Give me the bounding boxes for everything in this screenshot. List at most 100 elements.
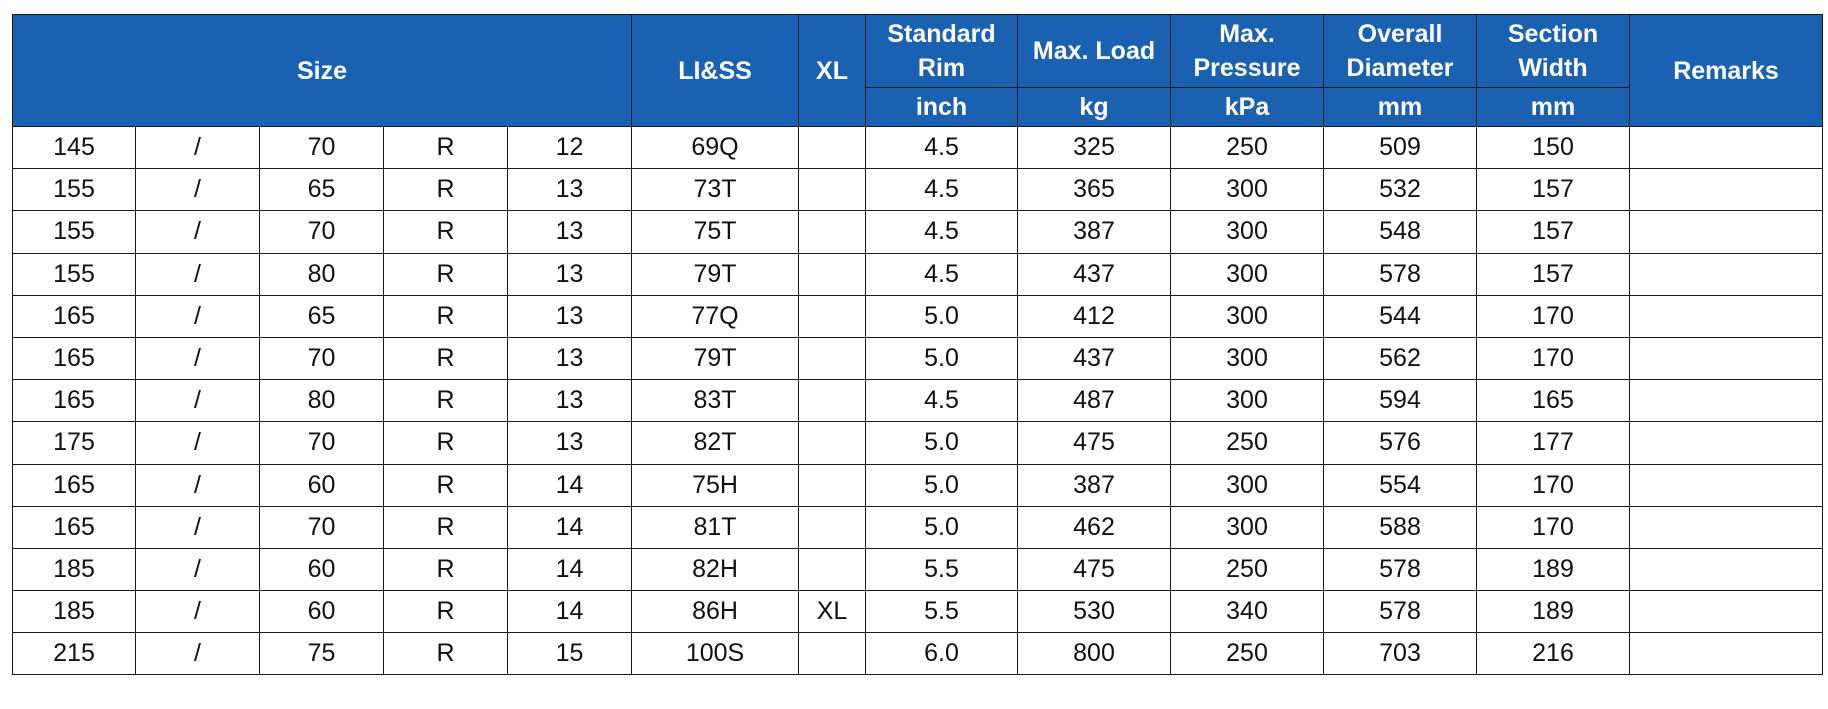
table-header: Size LI&SS XL Standard Rim Max. Load Max… bbox=[11, 14, 1824, 128]
table-row: 165 / 70 R 13 79T 5.0 437 300 562 170 bbox=[12, 336, 1824, 381]
cell-overall-diameter: 578 bbox=[1323, 547, 1478, 592]
cell-max-pressure: 300 bbox=[1170, 168, 1325, 212]
cell-xl bbox=[798, 463, 867, 507]
cell-construction: R bbox=[383, 632, 508, 676]
cell-standard-rim: 4.5 bbox=[865, 125, 1019, 170]
cell-overall-diameter: 532 bbox=[1323, 168, 1478, 212]
cell-construction: R bbox=[383, 252, 508, 296]
cell-max-load: 487 bbox=[1017, 379, 1172, 423]
header-remarks: Remarks bbox=[1629, 14, 1824, 127]
cell-section-width: 157 bbox=[1476, 168, 1631, 212]
cell-construction: R bbox=[383, 505, 508, 549]
cell-overall-diameter: 703 bbox=[1323, 632, 1478, 676]
cell-remarks bbox=[1629, 252, 1824, 296]
cell-xl bbox=[798, 294, 867, 338]
cell-overall-diameter: 578 bbox=[1323, 590, 1478, 634]
cell-max-load: 365 bbox=[1017, 168, 1172, 212]
cell-construction: R bbox=[383, 590, 508, 634]
cell-construction: R bbox=[383, 463, 508, 507]
cell-construction: R bbox=[383, 168, 508, 212]
cell-construction: R bbox=[383, 421, 508, 465]
cell-remarks bbox=[1629, 421, 1824, 465]
cell-width: 165 bbox=[12, 505, 136, 549]
cell-rim-diameter: 13 bbox=[506, 168, 633, 212]
cell-li-ss: 100S bbox=[631, 632, 800, 676]
cell-section-width: 165 bbox=[1476, 379, 1631, 423]
cell-aspect-ratio: 70 bbox=[259, 421, 384, 465]
cell-aspect-ratio: 65 bbox=[259, 168, 384, 212]
header-max-pressure: Max. Pressure bbox=[1170, 14, 1325, 88]
cell-max-load: 387 bbox=[1017, 210, 1172, 254]
cell-standard-rim: 5.0 bbox=[865, 505, 1019, 549]
cell-separator: / bbox=[135, 421, 260, 465]
cell-rim-diameter: 14 bbox=[506, 547, 633, 592]
cell-max-load: 530 bbox=[1017, 590, 1172, 634]
cell-rim-diameter: 14 bbox=[506, 590, 633, 634]
table-row: 215 / 75 R 15 100S 6.0 800 250 703 216 bbox=[12, 632, 1824, 676]
cell-section-width: 177 bbox=[1476, 421, 1631, 465]
cell-max-pressure: 300 bbox=[1170, 379, 1325, 423]
cell-aspect-ratio: 70 bbox=[259, 125, 384, 170]
cell-xl bbox=[798, 168, 867, 212]
cell-max-load: 475 bbox=[1017, 547, 1172, 592]
cell-separator: / bbox=[135, 294, 260, 338]
cell-max-pressure: 300 bbox=[1170, 336, 1325, 381]
cell-width: 185 bbox=[12, 590, 136, 634]
cell-max-load: 462 bbox=[1017, 505, 1172, 549]
cell-standard-rim: 5.0 bbox=[865, 463, 1019, 507]
cell-separator: / bbox=[135, 252, 260, 296]
cell-max-pressure: 250 bbox=[1170, 632, 1325, 676]
cell-max-load: 437 bbox=[1017, 336, 1172, 381]
cell-width: 165 bbox=[12, 379, 136, 423]
cell-separator: / bbox=[135, 336, 260, 381]
cell-remarks bbox=[1629, 125, 1824, 170]
cell-standard-rim: 6.0 bbox=[865, 632, 1019, 676]
cell-overall-diameter: 509 bbox=[1323, 125, 1478, 170]
cell-aspect-ratio: 80 bbox=[259, 252, 384, 296]
cell-rim-diameter: 13 bbox=[506, 252, 633, 296]
table-row: 185 / 60 R 14 82H 5.5 475 250 578 189 bbox=[12, 547, 1824, 592]
cell-aspect-ratio: 75 bbox=[259, 632, 384, 676]
table-body: 145 / 70 R 12 69Q 4.5 325 250 509 150 15… bbox=[12, 125, 1824, 676]
unit-section-width: mm bbox=[1476, 86, 1631, 128]
cell-standard-rim: 4.5 bbox=[865, 252, 1019, 296]
cell-max-load: 437 bbox=[1017, 252, 1172, 296]
cell-max-pressure: 300 bbox=[1170, 294, 1325, 338]
cell-separator: / bbox=[135, 168, 260, 212]
cell-separator: / bbox=[135, 210, 260, 254]
cell-xl bbox=[798, 210, 867, 254]
cell-max-pressure: 340 bbox=[1170, 590, 1325, 634]
tire-spec-table-container: Size LI&SS XL Standard Rim Max. Load Max… bbox=[11, 14, 1824, 676]
cell-aspect-ratio: 70 bbox=[259, 505, 384, 549]
cell-remarks bbox=[1629, 336, 1824, 381]
table-row: 175 / 70 R 13 82T 5.0 475 250 576 177 bbox=[12, 421, 1824, 465]
cell-aspect-ratio: 80 bbox=[259, 379, 384, 423]
cell-section-width: 157 bbox=[1476, 210, 1631, 254]
cell-remarks bbox=[1629, 168, 1824, 212]
cell-xl bbox=[798, 125, 867, 170]
cell-overall-diameter: 588 bbox=[1323, 505, 1478, 549]
cell-standard-rim: 5.0 bbox=[865, 294, 1019, 338]
header-size: Size bbox=[11, 14, 633, 127]
cell-width: 145 bbox=[12, 125, 136, 170]
header-section-width: Section Width bbox=[1476, 14, 1631, 88]
cell-standard-rim: 5.0 bbox=[865, 336, 1019, 381]
cell-section-width: 216 bbox=[1476, 632, 1631, 676]
cell-rim-diameter: 13 bbox=[506, 336, 633, 381]
cell-separator: / bbox=[135, 125, 260, 170]
cell-section-width: 170 bbox=[1476, 505, 1631, 549]
cell-rim-diameter: 14 bbox=[506, 463, 633, 507]
cell-section-width: 157 bbox=[1476, 252, 1631, 296]
cell-standard-rim: 4.5 bbox=[865, 168, 1019, 212]
unit-max-load: kg bbox=[1017, 86, 1172, 128]
cell-max-pressure: 300 bbox=[1170, 505, 1325, 549]
cell-standard-rim: 4.5 bbox=[865, 210, 1019, 254]
cell-max-load: 387 bbox=[1017, 463, 1172, 507]
header-standard-rim: Standard Rim bbox=[865, 14, 1019, 88]
cell-standard-rim: 5.5 bbox=[865, 590, 1019, 634]
cell-overall-diameter: 562 bbox=[1323, 336, 1478, 381]
cell-xl bbox=[798, 252, 867, 296]
cell-construction: R bbox=[383, 294, 508, 338]
cell-rim-diameter: 12 bbox=[506, 125, 633, 170]
cell-li-ss: 75T bbox=[631, 210, 800, 254]
